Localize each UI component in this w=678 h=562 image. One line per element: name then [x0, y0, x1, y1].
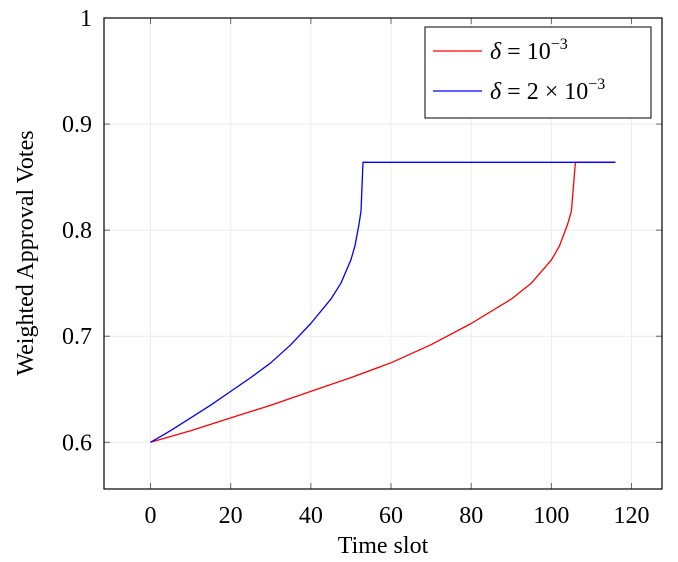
y-tick-label: 0.6 — [62, 430, 92, 456]
series-lines — [150, 161, 616, 443]
x-tick-label: 60 — [379, 503, 403, 529]
series-line-1 — [150, 161, 616, 443]
y-tick-label: 1 — [80, 6, 92, 32]
x-tick-label: 40 — [299, 503, 323, 529]
y-tick-label: 0.7 — [62, 324, 92, 350]
legend-box — [424, 26, 652, 119]
y-tick-label: 0.9 — [62, 112, 92, 138]
x-tick-label: 0 — [145, 503, 157, 529]
plot-frame — [103, 17, 663, 490]
x-tick-label: 100 — [533, 503, 569, 529]
y-tick-label: 0.8 — [62, 218, 92, 244]
axis-ticks — [104, 17, 662, 489]
x-axis-label: Time slot — [338, 533, 429, 559]
x-tick-label: 120 — [614, 503, 650, 529]
series-line-2 — [150, 161, 616, 443]
x-tick-label: 20 — [219, 503, 243, 529]
legend: δ = 10−3 δ = 2 × 10−3 — [424, 26, 652, 119]
x-tick-label: 80 — [459, 503, 483, 529]
legend-label-2: δ = 2 × 10−3 — [490, 76, 605, 105]
tick-labels: 0 20 40 60 80 100 120 0.6 0.7 0.8 0.9 1 — [62, 6, 650, 529]
legend-label-1: δ = 10−3 — [490, 36, 568, 65]
y-axis-label: Weighted Approval Votes — [13, 130, 39, 375]
